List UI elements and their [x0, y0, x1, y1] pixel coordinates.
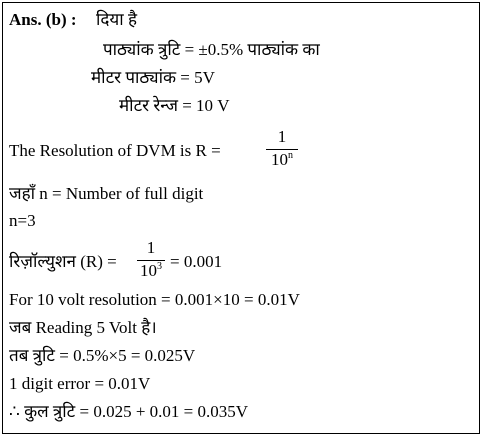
answer-label: Ans. (b) : — [9, 10, 77, 29]
digit-definition-line: जहाँ n = Number of full digit — [9, 184, 204, 203]
fraction-numerator: 1 — [146, 238, 156, 257]
fraction-bar — [266, 149, 298, 150]
n-value-line: n=3 — [9, 211, 36, 230]
fraction-numerator: 1 — [277, 127, 287, 146]
meter-reading-line: मीटर पाठ्यांक = 5V — [91, 68, 215, 87]
error-calc-line: तब त्रुटि = 0.5%×5 = 0.025V — [9, 346, 196, 365]
reading-line: जब Reading 5 Volt है। — [9, 318, 157, 337]
meter-range-line: मीटर रेन्ज = 10 V — [119, 96, 230, 115]
resolution-value-text: रिज़ॉल्युशन (R) = — [9, 252, 117, 271]
answer-box — [2, 2, 480, 434]
fraction-denominator: 10n — [271, 150, 293, 169]
fraction-denominator: 103 — [140, 261, 162, 280]
ten-volt-resolution-line: For 10 volt resolution = 0.001×10 = 0.01… — [9, 290, 300, 309]
resolution-fraction: 1 10n — [266, 127, 298, 171]
resolution-result: = 0.001 — [170, 252, 223, 271]
reading-error-line: पाठ्यांक त्रुटि = ±0.5% पाठ्यांक का — [103, 40, 320, 59]
digit-error-line: 1 digit error = 0.01V — [9, 374, 151, 393]
resolution-value-fraction: 1 103 — [137, 238, 165, 282]
given-label: दिया है — [96, 10, 137, 29]
fraction-bar — [137, 260, 165, 261]
total-error-line: ∴ कुल त्रुटि = 0.025 + 0.01 = 0.035V — [9, 402, 249, 421]
resolution-formula-text: The Resolution of DVM is R = — [9, 141, 221, 160]
